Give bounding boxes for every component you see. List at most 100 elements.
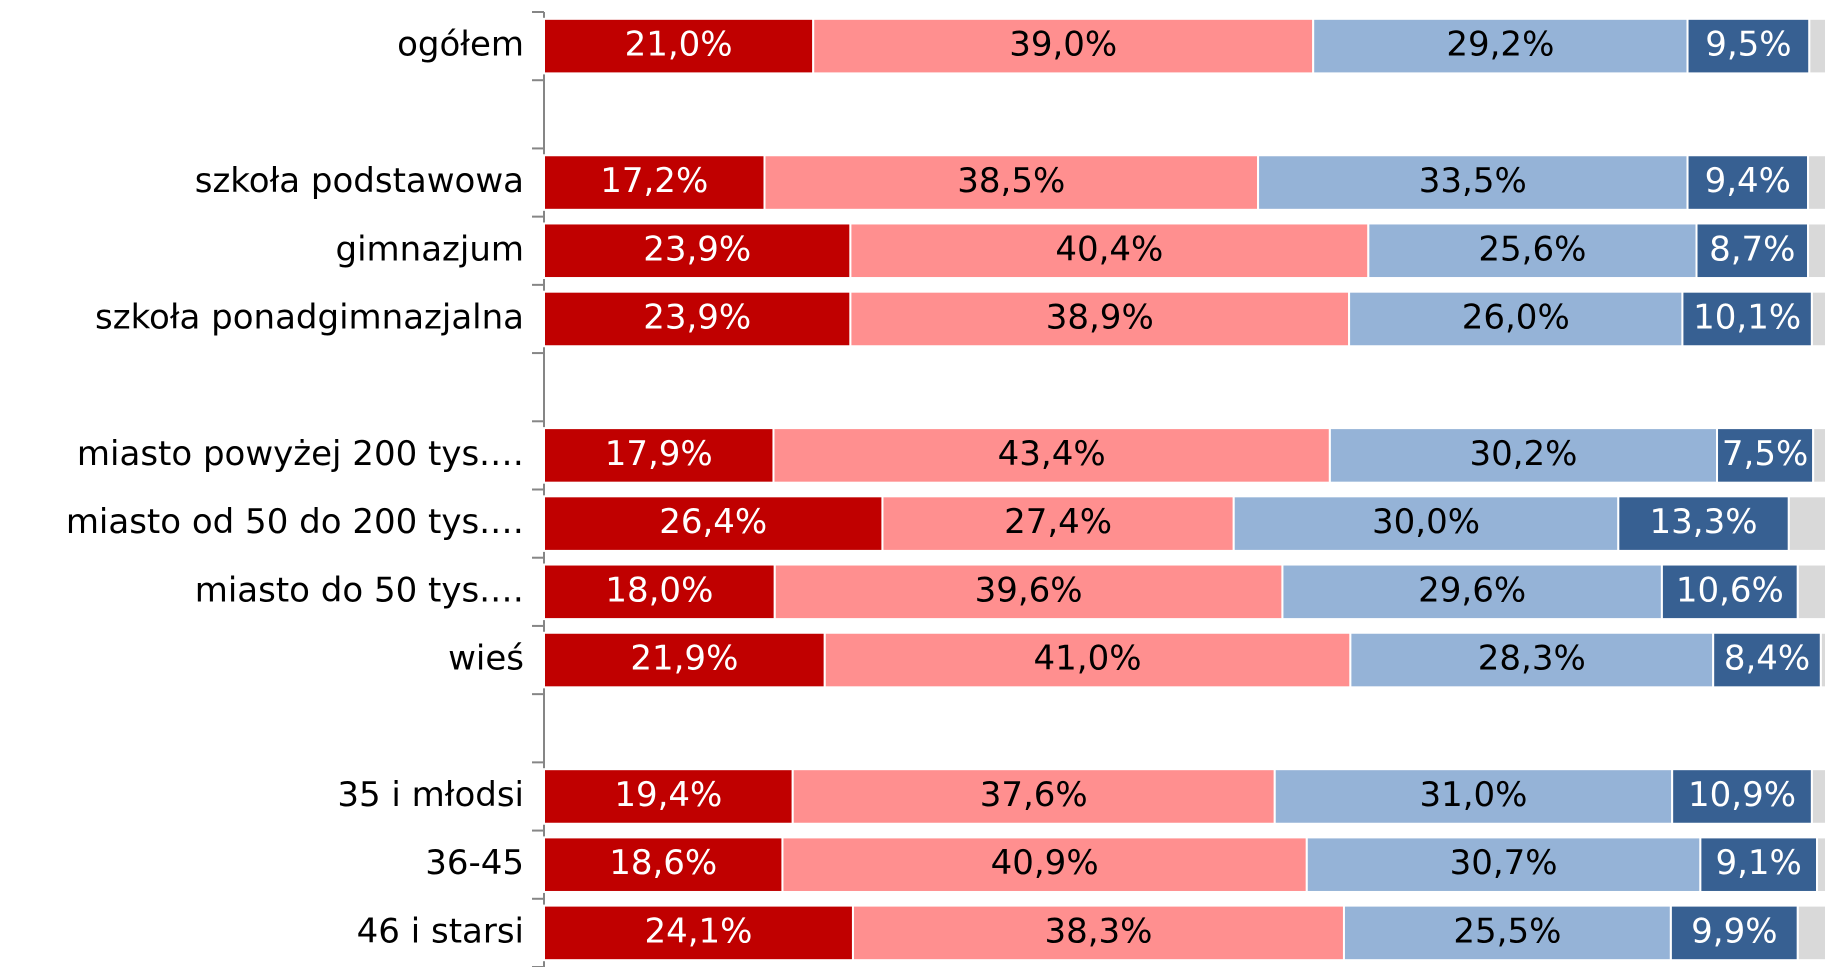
- data-label: 9,5%: [1705, 25, 1791, 65]
- bar-segment: [1807, 154, 1827, 211]
- bar-segment: [1367, 222, 1698, 280]
- bar-segment: [543, 17, 815, 75]
- data-label: 26,4%: [659, 502, 767, 542]
- data-label: 9,9%: [1691, 911, 1777, 951]
- data-label: 13,3%: [1650, 502, 1758, 542]
- bar-segment: [823, 631, 1352, 689]
- data-label: 33,5%: [1419, 161, 1527, 201]
- data-label: 18,0%: [605, 570, 713, 610]
- data-label: 29,6%: [1418, 570, 1526, 610]
- data-label: 31,0%: [1419, 775, 1527, 815]
- data-label: 30,0%: [1372, 502, 1480, 542]
- data-label: 23,9%: [643, 297, 751, 337]
- bar-segment: [851, 904, 1345, 962]
- data-label: 30,7%: [1450, 843, 1558, 883]
- data-label: 37,6%: [980, 775, 1088, 815]
- bar-segment: [1686, 154, 1810, 211]
- bar-segment: [1281, 563, 1663, 621]
- bar-segment: [1695, 222, 1810, 280]
- data-label: 40,9%: [991, 843, 1099, 883]
- bar-segment: [1716, 427, 1815, 484]
- data-label: 29,2%: [1446, 25, 1554, 65]
- data-label: 10,1%: [1693, 297, 1801, 337]
- bar-segment: [1808, 17, 1827, 75]
- data-label: 43,4%: [998, 434, 1106, 474]
- data-label: 27,4%: [1004, 502, 1112, 542]
- y-tick-label: miasto od 50 do 200 tys.…: [66, 502, 524, 542]
- data-label: 17,2%: [600, 161, 708, 201]
- bar-segment: [1796, 904, 1827, 962]
- bar-segment: [1787, 495, 1827, 552]
- bar-segment: [543, 222, 852, 280]
- y-tick-label: ogółem: [397, 25, 524, 65]
- bar-segment: [1796, 563, 1827, 621]
- y-tick-label: miasto powyżej 200 tys.…: [77, 434, 524, 474]
- data-label: 30,2%: [1469, 434, 1577, 474]
- data-label: 28,3%: [1478, 639, 1586, 679]
- y-tick-label: szkoła podstawowa: [195, 161, 524, 201]
- data-label: 7,5%: [1722, 434, 1808, 474]
- bar-segment: [1257, 154, 1689, 211]
- bar-segment: [543, 495, 884, 552]
- y-tick-label: wieś: [448, 639, 524, 679]
- bar-segment: [1342, 904, 1672, 962]
- bar-segment: [1686, 17, 1811, 75]
- bar-segment: [1816, 836, 1827, 893]
- bar-segment: [543, 836, 784, 893]
- data-label: 25,5%: [1453, 911, 1561, 951]
- bar-segment: [543, 154, 766, 211]
- data-label: 24,1%: [644, 911, 752, 951]
- bar-segment: [1671, 768, 1813, 825]
- data-label: 18,6%: [609, 843, 717, 883]
- bar-segment: [1660, 563, 1799, 621]
- data-label: 21,9%: [630, 639, 738, 679]
- bar-segment: [1617, 495, 1790, 552]
- data-label: 39,0%: [1009, 25, 1117, 65]
- y-tick-label: szkoła ponadgimnazjalna: [95, 297, 524, 337]
- data-label: 21,0%: [625, 25, 733, 65]
- bar-segment: [849, 290, 1351, 348]
- data-label: 39,6%: [975, 570, 1083, 610]
- data-label: 8,4%: [1724, 639, 1810, 679]
- bar-segment: [543, 290, 852, 348]
- data-label: 8,7%: [1709, 229, 1795, 269]
- data-label: 19,4%: [614, 775, 722, 815]
- data-label: 17,9%: [605, 434, 713, 474]
- bar-segment: [543, 904, 854, 962]
- bar-segment: [763, 154, 1260, 211]
- bar-segment: [1312, 17, 1689, 75]
- data-label: 25,6%: [1478, 229, 1586, 269]
- y-tick-label: miasto do 50 tys.…: [195, 570, 524, 610]
- bar-segment: [1807, 222, 1827, 280]
- y-tick-label: gimnazjum: [336, 229, 525, 269]
- bar-segment: [1348, 290, 1684, 348]
- data-label: 38,9%: [1046, 297, 1154, 337]
- data-label: 26,0%: [1462, 297, 1570, 337]
- data-label: 38,5%: [957, 161, 1065, 201]
- bar-segment: [543, 631, 826, 689]
- data-label: 23,9%: [643, 229, 751, 269]
- data-label: 9,1%: [1715, 843, 1801, 883]
- bar-segment: [1328, 427, 1719, 484]
- y-tick-label: 46 i starsi: [357, 911, 524, 951]
- bar-segment: [772, 427, 1331, 484]
- bar-segment: [1812, 427, 1827, 484]
- bar-segment: [1810, 768, 1827, 825]
- bar-segment: [1810, 290, 1827, 348]
- y-tick-label: 35 i młodsi: [337, 775, 524, 815]
- bar-segment: [1819, 631, 1827, 689]
- bar-segment: [543, 768, 794, 825]
- data-label: 40,4%: [1055, 229, 1163, 269]
- data-label: 10,6%: [1676, 570, 1784, 610]
- data-label: 10,9%: [1688, 775, 1796, 815]
- data-label: 9,4%: [1705, 161, 1791, 201]
- bar-segment: [1305, 836, 1702, 893]
- data-label: 41,0%: [1034, 639, 1142, 679]
- data-label: 38,3%: [1044, 911, 1152, 951]
- bar-segment: [781, 836, 1308, 893]
- bar-segment: [1232, 495, 1620, 552]
- bar-segment: [1273, 768, 1674, 825]
- bar-segment: [1712, 631, 1822, 689]
